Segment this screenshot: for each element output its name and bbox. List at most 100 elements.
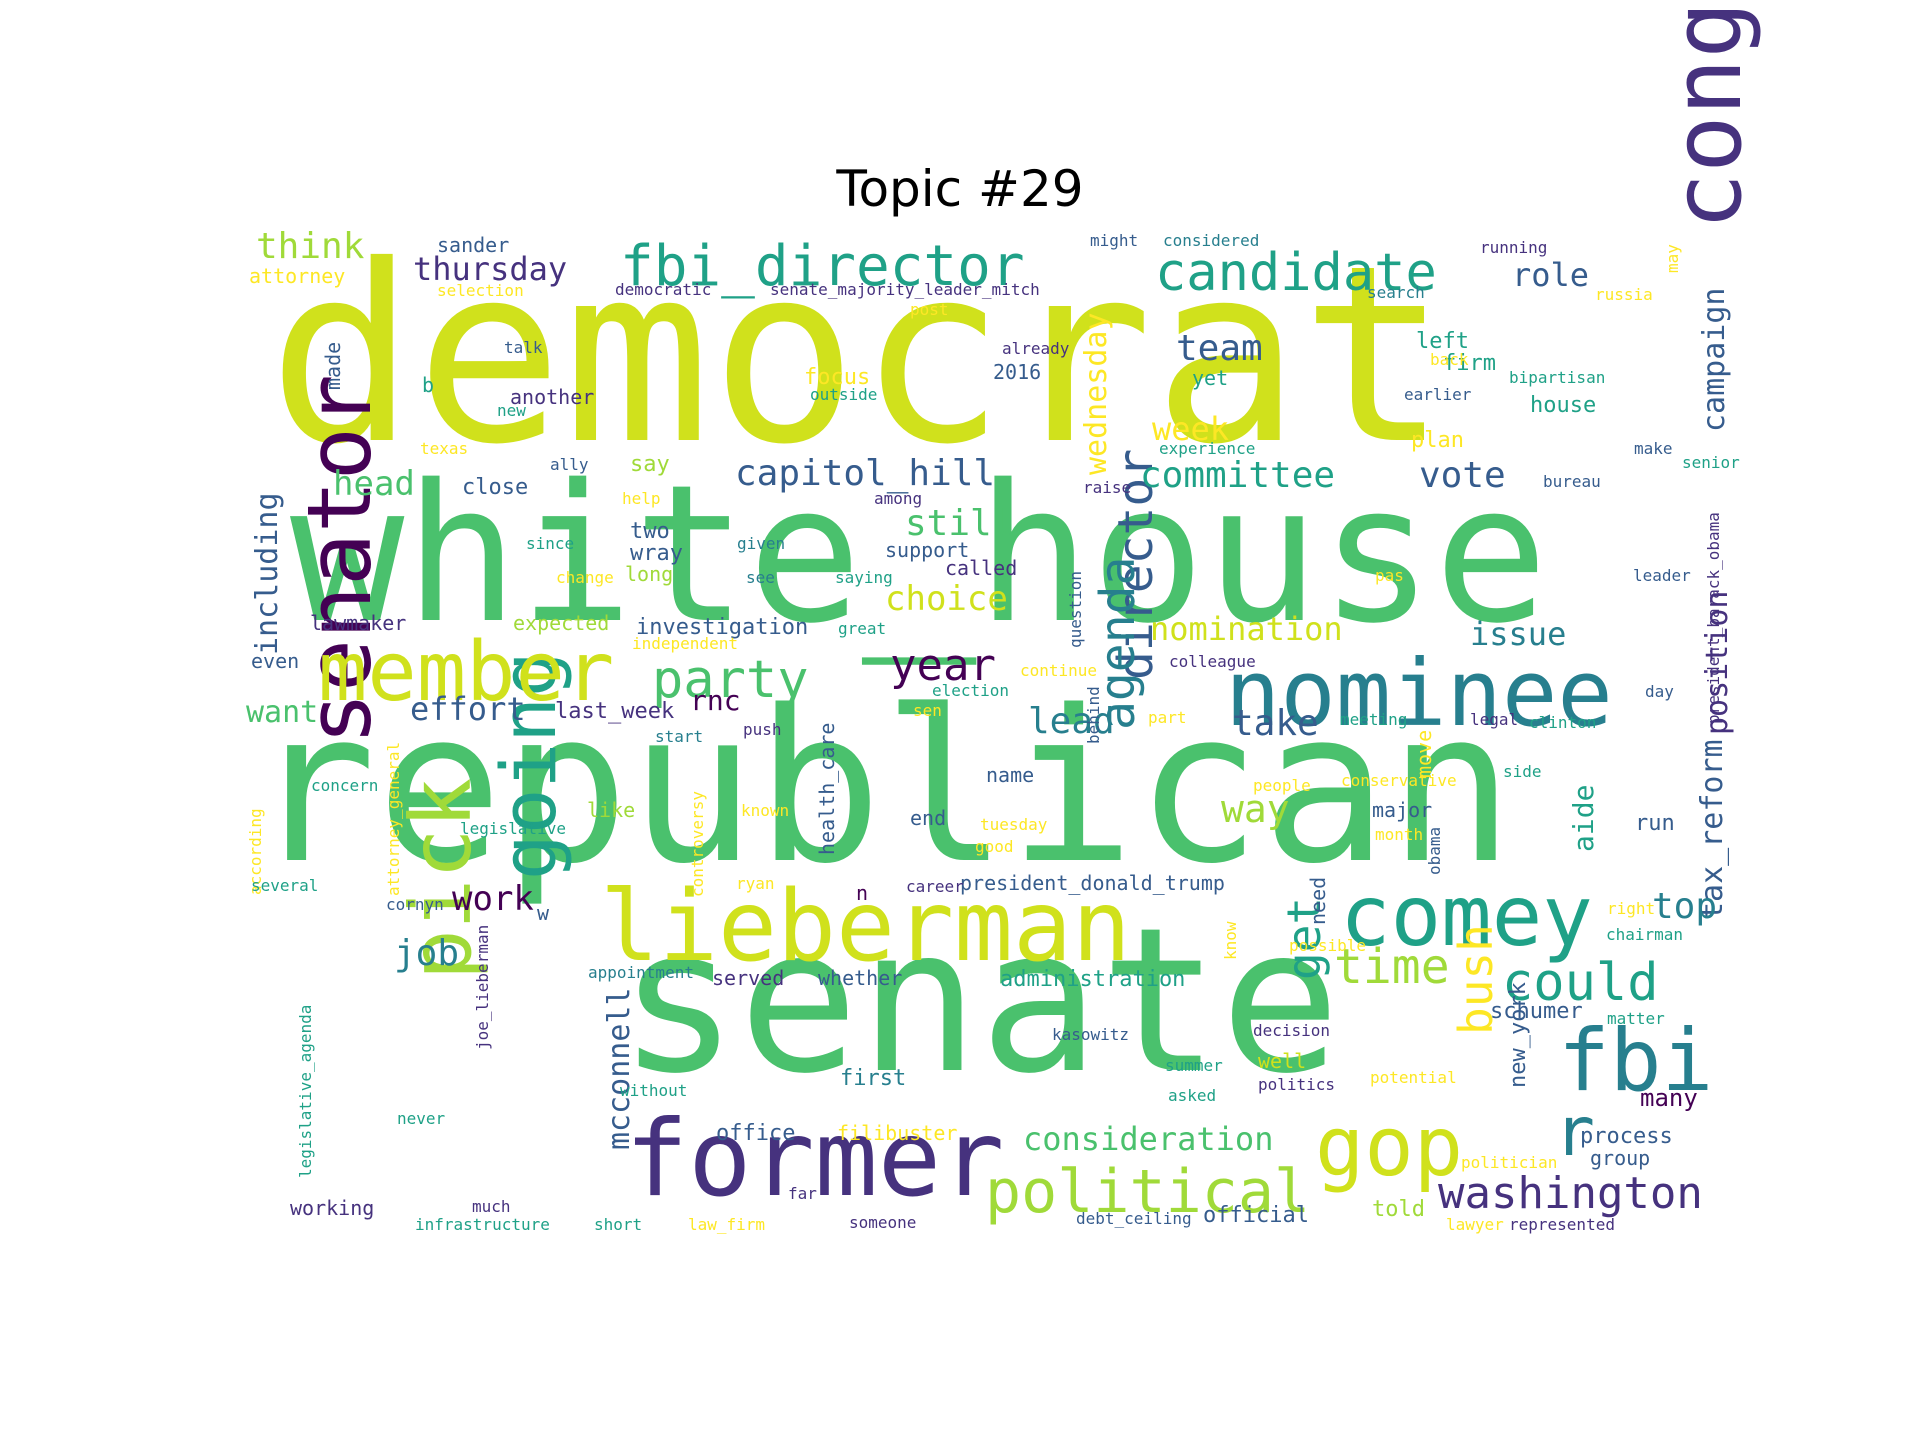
word-short: short [594,1215,642,1234]
word-obama: obama [1425,827,1444,875]
word-saying: saying [835,568,893,587]
word-law-firm: law_firm [688,1215,765,1234]
word-group: group [1590,1146,1650,1170]
word-independent: independent [632,634,738,653]
word-long: long [625,562,673,586]
word-lieberman: lieberman [600,870,1131,984]
word-texas: texas [420,439,468,458]
word-never: never [397,1109,446,1128]
word-potential: potential [1370,1068,1457,1087]
word-major: major [1372,798,1432,822]
word-behind: behind [1084,686,1103,744]
word-push: push [743,720,782,739]
word-without: without [620,1081,687,1100]
word-lawmaker: lawmaker [310,611,406,635]
word-senate: senate [618,885,1340,1118]
word-may: may [1663,244,1682,273]
word-month: month [1375,825,1423,844]
word-part: part [1148,708,1187,727]
word-cornyn: cornyn [386,895,444,914]
word-selection: selection [437,281,524,300]
word-congress: congress [1653,0,1763,230]
word-pick: pick [392,778,490,980]
word-week: week [1152,410,1229,448]
word-even: even [251,649,299,673]
word-run: run [1635,811,1675,836]
word-move: move [1412,730,1436,778]
word-including: including [250,492,285,655]
word-career: career [906,877,964,896]
word-going: going [484,651,573,880]
word-support: support [885,538,969,562]
word-election: election [932,681,1009,700]
word-rnc: rnc [690,684,741,717]
word-nominee: nominee [1225,640,1613,747]
word-side: side [1503,762,1542,781]
word-senator: senator [288,374,391,745]
word-search: search [1367,283,1425,302]
word-outside: outside [810,385,877,404]
word-well: well [1258,1049,1306,1073]
word-vote: vote [1419,455,1506,496]
word-focus: focus [804,365,870,390]
word-comey: comey [1340,867,1593,965]
word-conservative: conservative [1341,771,1457,790]
word-time: time [1334,939,1450,995]
word-bureau: bureau [1543,472,1601,491]
word-r: r [1554,1093,1595,1172]
word-meeting: meeting [1340,710,1407,729]
word-someone: someone [849,1213,916,1232]
word-might: might [1090,231,1138,250]
word-administration: administration [1000,967,1185,992]
word-attorney: attorney [249,264,345,288]
word-democrat: democrat [268,213,1448,498]
word-served: served [712,966,784,990]
word-take: take [1232,703,1319,744]
word-colleague: colleague [1169,652,1256,671]
word-republican: republican [250,665,1514,910]
word-campaign: campaign [1697,288,1732,433]
word-appointment: appointment [588,963,694,982]
word-told: told [1372,1197,1425,1222]
word-senate-majority-leader-mitch: senate_majority_leader_mitch [770,280,1040,299]
word-way: way [1221,787,1290,831]
word-issue: issue [1470,615,1566,653]
word-considered: considered [1163,231,1259,250]
word-think: think [256,226,365,267]
word-known: known [741,801,789,820]
word-candidate: candidate [1155,243,1437,303]
word-schumer: schumer [1490,999,1583,1024]
word-change: change [556,568,614,587]
word-given: given [737,534,785,553]
word-according: according [246,808,265,895]
word-choice: choice [885,579,1008,619]
word-fbi: fbi [1558,1011,1713,1111]
word-yet: yet [1192,366,1228,390]
word-post: post [910,300,949,319]
word-people: people [1253,776,1311,795]
word-investigation: investigation [636,615,808,640]
word-bipartisan: bipartisan [1509,368,1605,387]
word-help: help [622,489,661,508]
word-official: official [1203,1203,1309,1228]
word-wray: wray [630,541,683,566]
word-white-house: white_house [290,444,1548,665]
word-whether: whether [818,966,902,990]
word-head: head [333,464,415,504]
word-raise: raise [1083,478,1131,497]
word-mcconnell: mcconnell [602,987,637,1150]
word-need: need [1306,877,1330,925]
word-far: far [788,1184,817,1203]
word-plan: plan [1411,428,1464,453]
word-another: another [510,385,594,409]
word-much: much [472,1197,511,1216]
word-among: among [874,489,922,508]
word-joe-lieberman: joe_lieberman [473,925,492,1050]
word-capitol-hill: capitol_hill [735,453,995,494]
word-job: job [394,933,459,974]
word-w: w [537,901,550,925]
word-clinton: clinton [1529,713,1596,732]
word-politician: politician [1461,1153,1557,1172]
word-asked: asked [1168,1086,1216,1105]
